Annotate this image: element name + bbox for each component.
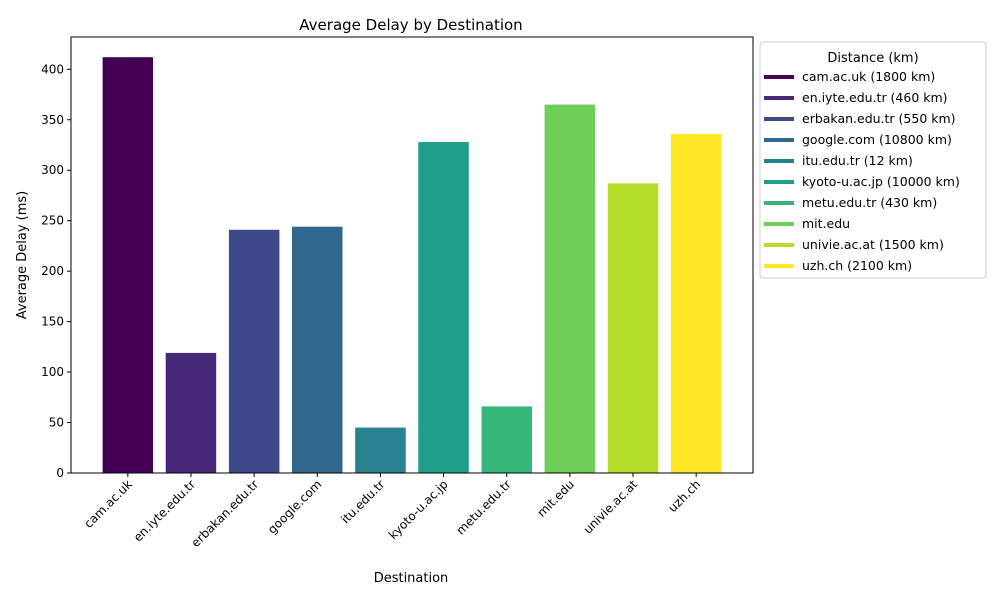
y-tick-label: 200 (41, 264, 64, 278)
y-tick-label: 300 (41, 163, 64, 177)
y-tick-label: 100 (41, 365, 64, 379)
y-tick-label: 50 (49, 416, 64, 430)
x-tick-label: en.iyte.edu.tr (131, 477, 198, 544)
x-tick-label: erbakan.edu.tr (188, 477, 261, 550)
legend-entry: univie.ac.at (1500 km) (802, 237, 944, 252)
x-tick-label: kyoto-u.ac.jp (386, 477, 451, 542)
legend-entry: metu.edu.tr (430 km) (802, 195, 937, 210)
x-tick-label: itu.edu.tr (338, 477, 387, 526)
legend-entry: uzh.ch (2100 km) (802, 258, 912, 273)
y-tick-label: 0 (56, 466, 64, 480)
legend-items: cam.ac.uk (1800 km) en.iyte.edu.tr (460 k… (764, 69, 960, 273)
legend-entry: erbakan.edu.tr (550 km) (802, 111, 956, 126)
legend: Distance (km) cam.ac.uk (1800 km) en.iyte… (759, 41, 987, 279)
bar-google.com (292, 226, 343, 473)
bar-kyoto-u.ac.jp (418, 142, 469, 473)
bar-itu.edu.tr (355, 427, 406, 473)
y-tick-label: 250 (41, 214, 64, 228)
bar-metu.edu.tr (481, 406, 532, 473)
bars-group (102, 57, 722, 474)
x-tick-label: univie.ac.at (581, 477, 641, 537)
x-tick-label: metu.edu.tr (454, 477, 514, 537)
bar-univie.ac.at (607, 183, 659, 474)
legend-entry: en.iyte.edu.tr (460 km) (802, 90, 948, 105)
legend-entry: itu.edu.tr (12 km) (802, 153, 913, 168)
x-tick-label: google.com (265, 477, 324, 536)
x-axis-label: Destination (374, 571, 449, 586)
x-tick-label: cam.ac.uk (81, 477, 135, 531)
chart-title: Average Delay by Destination (299, 16, 522, 34)
legend-entry: google.com (10800 km) (802, 132, 952, 147)
plot-frame (70, 36, 754, 474)
bar-erbakan.edu.tr (228, 229, 280, 473)
x-tick-label: mit.edu (534, 477, 577, 520)
bar-mit.edu (544, 104, 596, 473)
y-tick-label: 150 (41, 315, 64, 329)
legend-entry: mit.edu (802, 216, 850, 231)
x-tick-label: uzh.ch (665, 477, 703, 515)
bar-uzh.ch (670, 133, 722, 473)
legend-entry: kyoto-u.ac.jp (10000 km) (802, 174, 960, 189)
y-tick-label: 400 (41, 62, 64, 76)
legend-entry: cam.ac.uk (1800 km) (802, 69, 935, 84)
legend-title: Distance (km) (827, 51, 918, 66)
legend-box (759, 41, 987, 279)
y-tick-label: 350 (41, 113, 64, 127)
bar-en.iyte.edu.tr (165, 352, 217, 473)
y-axis: 0 50 100 150 200 250 300 350 400 (41, 62, 71, 480)
y-axis-label: Average Delay (ms) (15, 191, 30, 320)
bar-cam.ac.uk (102, 57, 154, 473)
